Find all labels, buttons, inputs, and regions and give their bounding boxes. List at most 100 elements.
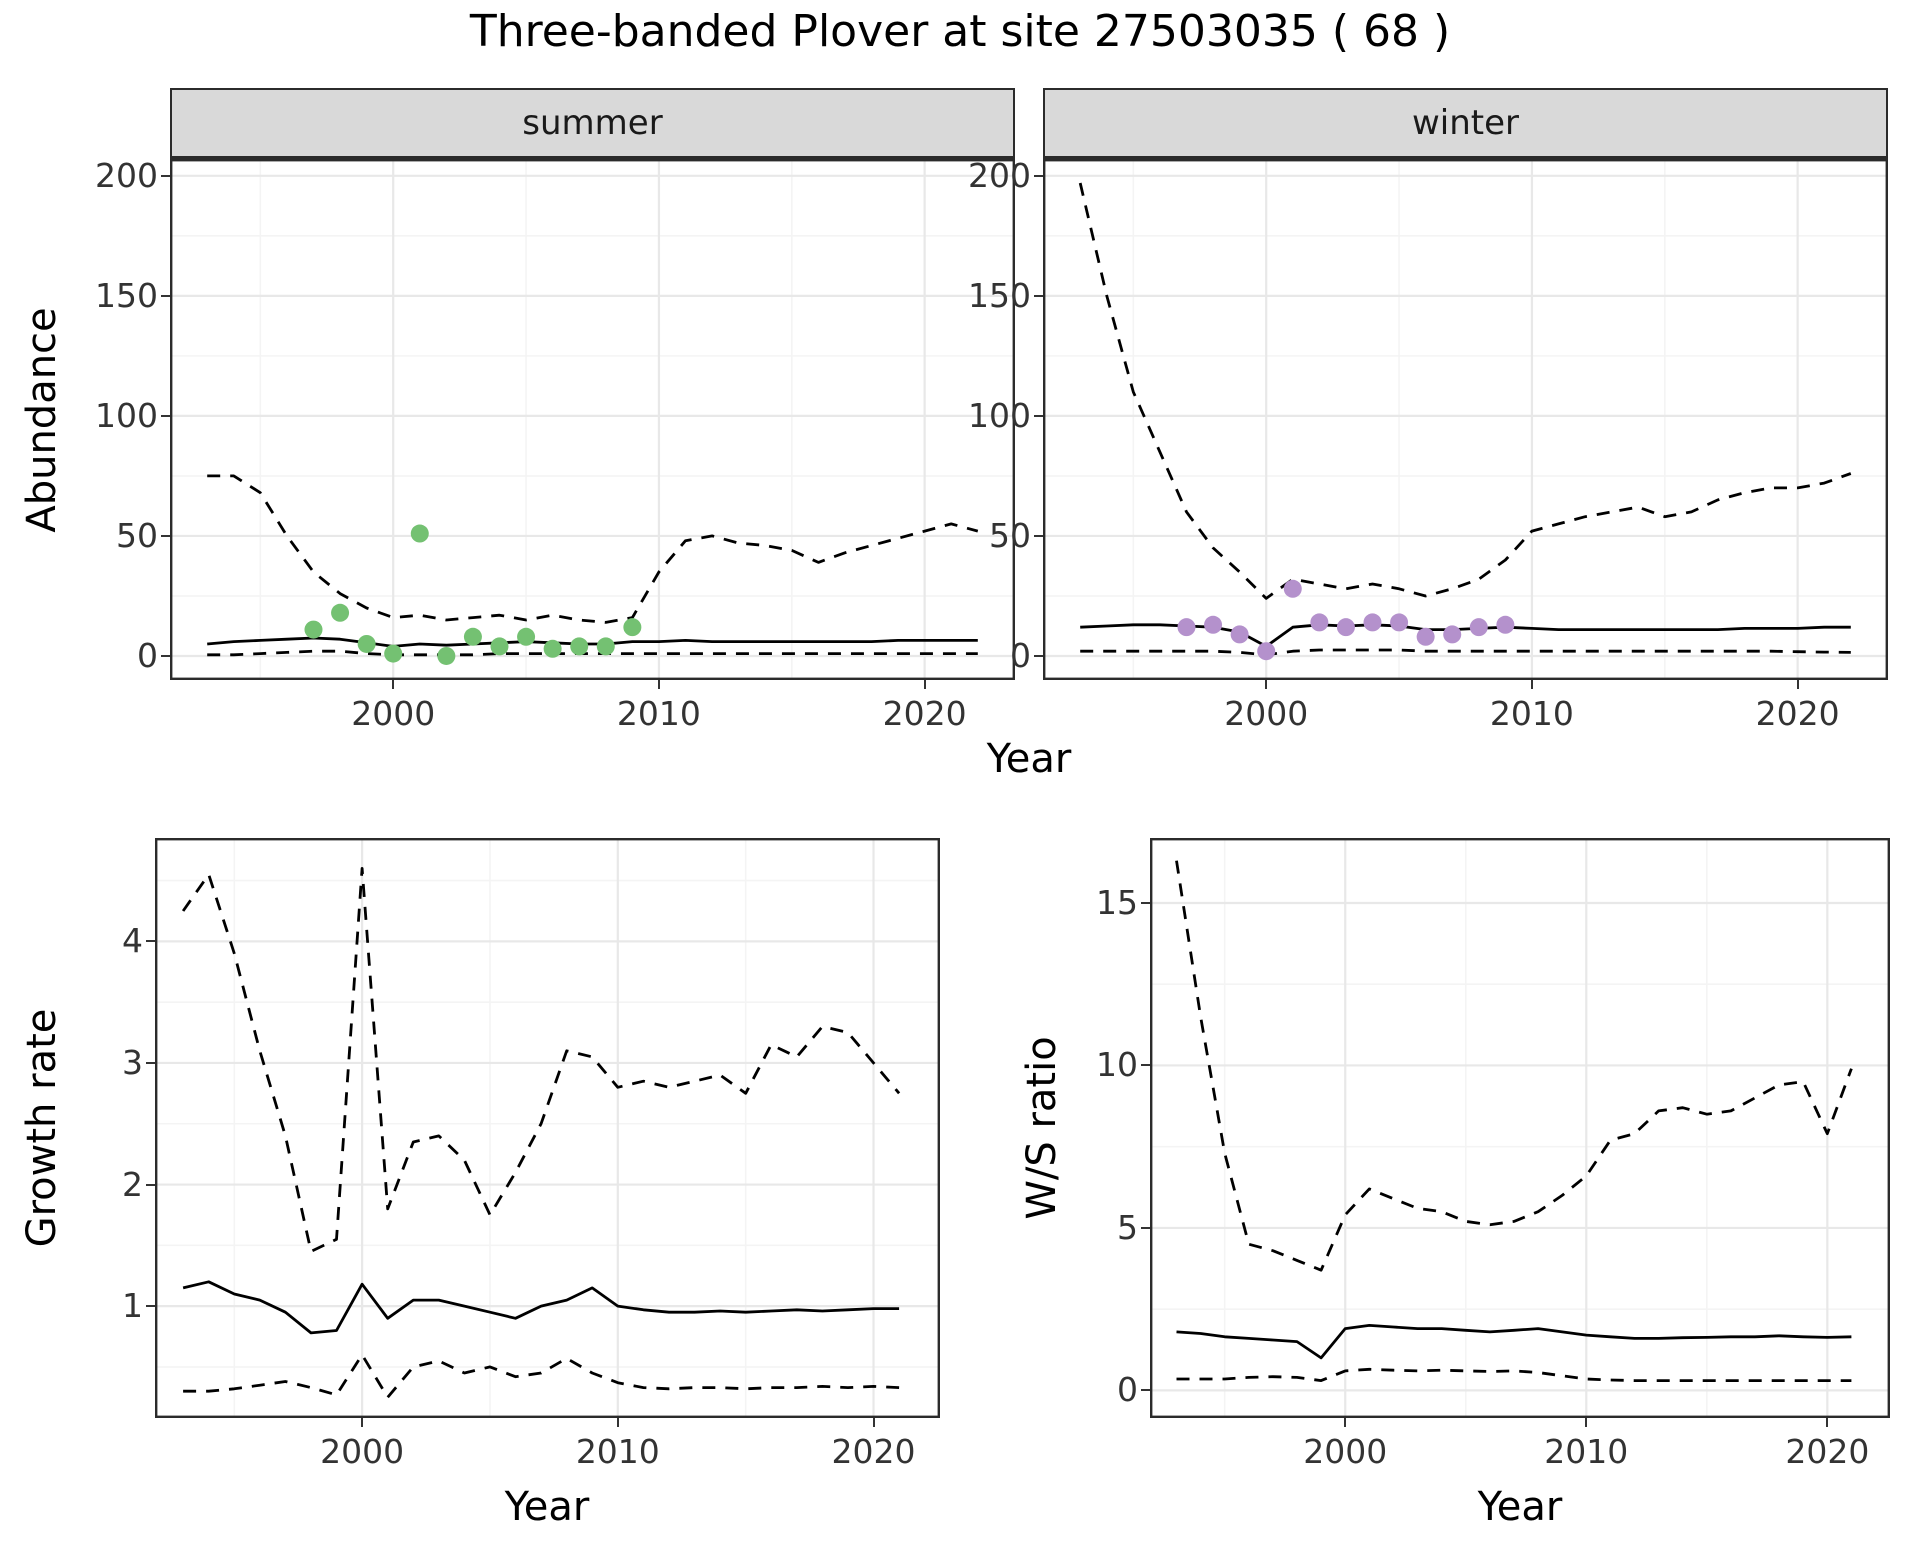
ws-ratio-panel <box>1150 838 1890 1418</box>
axis-tick-mark <box>146 940 155 943</box>
series-median <box>1176 1323 1852 1360</box>
observed-point <box>623 618 642 637</box>
axis-tick-mark <box>1141 901 1150 904</box>
observed-point <box>1336 618 1355 637</box>
axis-tick-mark <box>1034 414 1043 417</box>
axis-tick-mark <box>1344 1418 1347 1427</box>
axis-tick-mark <box>161 174 170 177</box>
observed-point <box>1496 615 1515 634</box>
facet-strip-summer: summer <box>170 88 1015 159</box>
growth-rate-panel <box>155 838 940 1418</box>
observed-point <box>304 620 323 639</box>
y-tick-label: 50 <box>116 515 158 555</box>
x-tick-label: 2020 <box>882 694 967 733</box>
x-tick-label: 2010 <box>575 1432 660 1471</box>
axis-tick-mark <box>146 1061 155 1064</box>
y-tick-label: 200 <box>968 155 1031 195</box>
facet-strip-winter-label: winter <box>1411 103 1520 143</box>
axis-tick-mark <box>1034 294 1043 297</box>
observed-point <box>1230 625 1249 644</box>
observed-point <box>1283 579 1302 598</box>
y-tick-label: 10 <box>1096 1045 1138 1085</box>
axis-tick-mark <box>161 414 170 417</box>
observed-point <box>490 637 509 656</box>
y-tick-label: 2 <box>122 1164 143 1204</box>
axis-tick-mark <box>161 534 170 537</box>
axis-tick-mark <box>1265 680 1268 689</box>
observed-point <box>463 627 482 646</box>
axis-tick-mark <box>161 294 170 297</box>
axis-tick-mark <box>616 1418 619 1427</box>
x-tick-label: 2010 <box>1544 1432 1629 1471</box>
observed-point <box>570 637 589 656</box>
axis-tick-mark <box>657 680 660 689</box>
observed-point <box>1257 642 1276 661</box>
figure-title: Three-banded Plover at site 27503035 ( 6… <box>469 6 1451 57</box>
y-tick-label: 5 <box>1117 1207 1138 1247</box>
axis-tick-mark <box>872 1418 875 1427</box>
axis-tick-mark <box>1141 1064 1150 1067</box>
observed-point <box>1363 613 1382 632</box>
axis-tick-mark <box>923 680 926 689</box>
y-tick-label: 0 <box>1117 1370 1138 1410</box>
x-tick-label: 2020 <box>1785 1432 1870 1471</box>
series-median <box>207 636 978 648</box>
facet-strip-summer-label: summer <box>522 103 663 143</box>
x-tick-label: 2020 <box>831 1432 916 1471</box>
axis-tick-mark <box>1141 1389 1150 1392</box>
axis-tick-mark <box>1034 174 1043 177</box>
observed-point <box>1310 613 1329 632</box>
series-upper_ci <box>207 474 979 624</box>
observed-point <box>1390 613 1409 632</box>
ws-ratio-x-axis-title: Year <box>1477 1484 1563 1530</box>
series-lower_ci <box>183 1353 900 1399</box>
axis-tick-mark <box>1141 1226 1150 1229</box>
x-tick-label: 2000 <box>351 694 436 733</box>
observed-point <box>1204 615 1223 634</box>
axis-tick-mark <box>1034 534 1043 537</box>
observed-point <box>1443 625 1462 644</box>
observed-point <box>357 634 376 653</box>
y-tick-label: 15 <box>1096 882 1138 922</box>
x-tick-label: 2020 <box>1755 694 1840 733</box>
x-tick-label: 2010 <box>616 694 701 733</box>
observed-point <box>1177 618 1196 637</box>
observed-point <box>543 639 562 658</box>
y-tick-label: 3 <box>122 1042 143 1082</box>
abundance-winter-panel <box>1043 159 1888 680</box>
observed-point <box>596 637 615 656</box>
x-tick-label: 2000 <box>1303 1432 1388 1471</box>
axis-tick-mark <box>1826 1418 1829 1427</box>
y-tick-label: 100 <box>968 395 1031 435</box>
facet-strip-winter: winter <box>1043 88 1888 159</box>
series-upper_ci <box>1078 182 1852 600</box>
y-tick-label: 4 <box>122 921 143 961</box>
observed-point <box>410 524 429 543</box>
axis-tick-mark <box>1034 654 1043 657</box>
x-tick-label: 2010 <box>1489 694 1574 733</box>
y-tick-label: 0 <box>137 635 158 675</box>
y-tick-label: 200 <box>95 155 158 195</box>
axis-tick-mark <box>146 1305 155 1308</box>
axis-tick-mark <box>161 654 170 657</box>
y-tick-label: 0 <box>1010 635 1031 675</box>
x-tick-label: 2000 <box>320 1432 405 1471</box>
y-tick-label: 150 <box>968 275 1031 315</box>
y-tick-label: 150 <box>95 275 158 315</box>
observed-point <box>437 646 456 665</box>
axis-tick-mark <box>392 680 395 689</box>
axis-tick-mark <box>1585 1418 1588 1427</box>
observed-point <box>384 644 403 663</box>
abundance-x-axis-title: Year <box>986 736 1072 782</box>
series-upper_ci <box>181 866 901 1253</box>
observed-point <box>1469 618 1488 637</box>
y-tick-label: 1 <box>122 1286 143 1326</box>
abundance-summer-panel <box>170 159 1015 680</box>
axis-tick-mark <box>361 1418 364 1427</box>
observed-point <box>517 627 536 646</box>
axis-tick-mark <box>146 1183 155 1186</box>
y-tick-label: 100 <box>95 395 158 435</box>
observed-point <box>1416 627 1435 646</box>
observed-point <box>331 603 350 622</box>
